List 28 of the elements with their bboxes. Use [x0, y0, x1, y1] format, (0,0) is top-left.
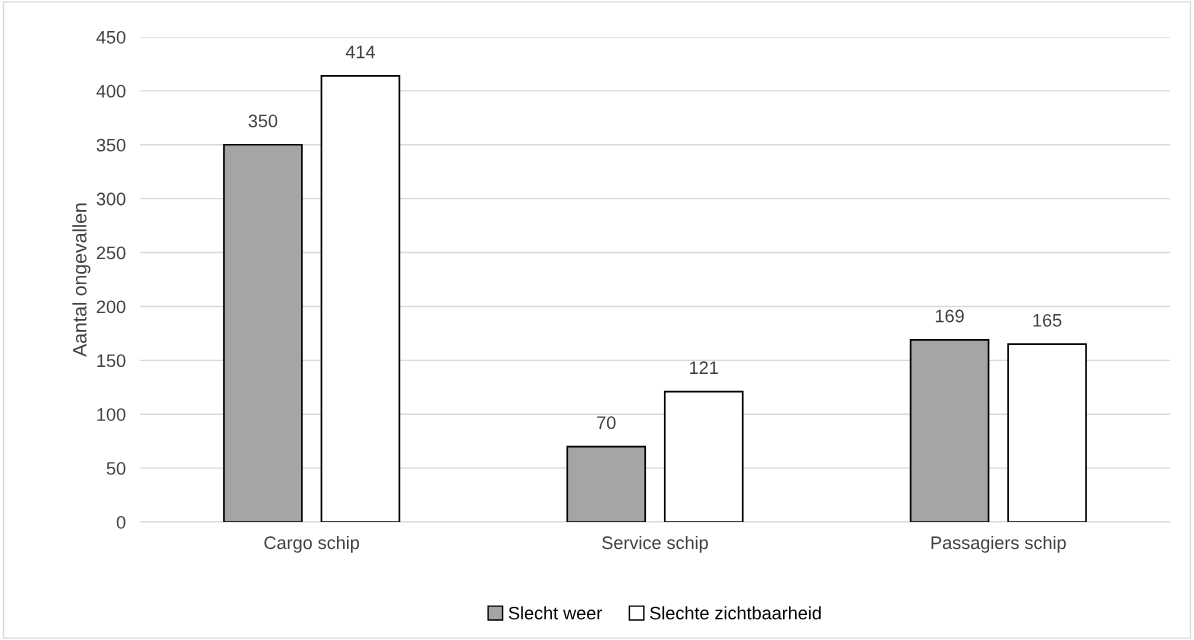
bar [909, 339, 990, 522]
data-label: 169 [935, 309, 964, 323]
y-tick-label: 200 [96, 300, 126, 314]
bar [223, 143, 303, 522]
data-label: 121 [690, 361, 718, 374]
y-tick-label: 0 [116, 515, 126, 529]
y-tick-label: 50 [106, 462, 126, 475]
y-tick-label: 450 [96, 30, 126, 44]
data-label: 414 [345, 45, 375, 59]
bar [566, 445, 647, 522]
x-tick-label: Service schip [602, 535, 708, 553]
x-tick-label: Cargo schip [264, 535, 360, 553]
data-label: 165 [1033, 313, 1062, 327]
y-tick-label: 400 [96, 84, 126, 98]
bar [320, 74, 401, 522]
y-tick-label: 350 [96, 138, 126, 152]
legend-label: Slecht weer [508, 606, 603, 620]
y-tick-label: 300 [96, 192, 126, 206]
bar [1007, 343, 1087, 522]
y-axis-title: Aantal ongevallen [72, 203, 91, 357]
y-tick-label: 250 [96, 246, 126, 260]
legend-label: Slechte zichtbaarheid [650, 606, 821, 620]
y-tick-label: 150 [97, 354, 126, 368]
data-label: 70 [597, 416, 616, 430]
data-label: 350 [248, 114, 278, 128]
x-tick-label: Passagiers schip [931, 535, 1066, 553]
bar [663, 390, 744, 522]
y-tick-label: 100 [97, 408, 126, 421]
